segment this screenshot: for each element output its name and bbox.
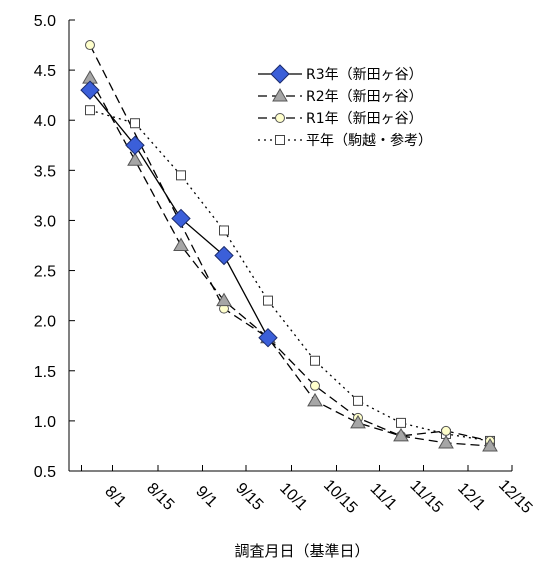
data-point-s3-1 [130, 118, 140, 129]
x-tick-label: 8/15 [143, 480, 177, 514]
data-point-s1-7 [393, 427, 409, 442]
data-point-s1-8 [438, 434, 454, 449]
y-tick-label: 2.5 [34, 264, 56, 281]
x-tick-label: 11/1 [367, 480, 400, 513]
y-tick-label: 5.0 [34, 13, 56, 30]
y-tick-label: 4.0 [34, 113, 56, 130]
legend-marker-3 [275, 135, 285, 145]
x-tick-label: 11/15 [406, 477, 446, 517]
data-point-s2-6 [441, 425, 451, 436]
legend-label: R1年（新田ヶ谷） [306, 111, 423, 127]
series-line-2 [89, 44, 491, 442]
x-tick-label: 12/1 [454, 480, 488, 514]
x-tick-label: 9/15 [232, 480, 266, 514]
legend-marker-0 [270, 64, 290, 84]
legend-label: 平年（駒越・参考） [306, 132, 432, 149]
data-point-s1-3 [216, 292, 232, 307]
data-point-s0-3 [214, 245, 234, 266]
data-point-s0-2 [171, 208, 191, 229]
x-tick-label: 9/1 [192, 483, 220, 511]
data-point-s3-7 [396, 417, 406, 428]
y-tick-label: 1.5 [34, 364, 56, 381]
x-tick-label: 8/1 [101, 483, 129, 511]
x-tick-label: 12/15 [495, 477, 535, 517]
legend-marker-2 [275, 113, 285, 123]
x-tick-label: 10/1 [276, 480, 310, 514]
data-point-s2-0 [85, 40, 95, 51]
series-line-3 [89, 109, 491, 442]
y-tick-label: 2.0 [34, 314, 56, 331]
data-point-s3-2 [176, 170, 186, 181]
axes: 0.5 1.0 1.5 2.0 2.5 3.0 3.5 4.0 4.5 5.0 8/1 8/15 9/1… [34, 13, 536, 517]
x-axis-label: 調査月日（基準日） [234, 542, 369, 560]
x-tick-label: 10/15 [320, 477, 360, 517]
data-point-s3-3 [219, 225, 229, 236]
data-point-s1-1 [127, 152, 143, 166]
y-tick-label: 0.5 [34, 464, 56, 481]
series-lines [89, 44, 491, 447]
series-markers [80, 40, 498, 452]
data-point-s3-0 [85, 105, 95, 116]
data-point-s1-5 [307, 392, 323, 407]
data-point-s1-2 [173, 237, 189, 251]
data-point-s0-0 [80, 80, 100, 100]
y-tick-label: 4.5 [34, 63, 56, 80]
legend-label: R2年（新田ヶ谷） [306, 89, 423, 105]
y-tick-label: 1.0 [34, 414, 56, 431]
y-tick-label: 3.5 [34, 163, 56, 180]
data-point-s2-3 [310, 380, 320, 391]
y-tick-label: 3.0 [34, 213, 56, 230]
series-line-1 [89, 77, 491, 447]
data-point-s1-9 [482, 437, 498, 452]
data-point-s1-6 [350, 414, 366, 429]
data-point-s3-6 [353, 395, 363, 406]
legend-marker-1 [272, 88, 288, 102]
data-point-s3-4 [263, 295, 273, 306]
data-point-s3-5 [310, 355, 320, 366]
data-point-s0-4 [258, 327, 278, 348]
data-point-s0-1 [125, 135, 145, 155]
legend-label: R3年（新田ヶ谷） [306, 67, 423, 83]
legend: R3年（新田ヶ谷） R2年（新田ヶ谷） R1年（新田ヶ谷） 平年（駒越・参考） [258, 64, 432, 149]
